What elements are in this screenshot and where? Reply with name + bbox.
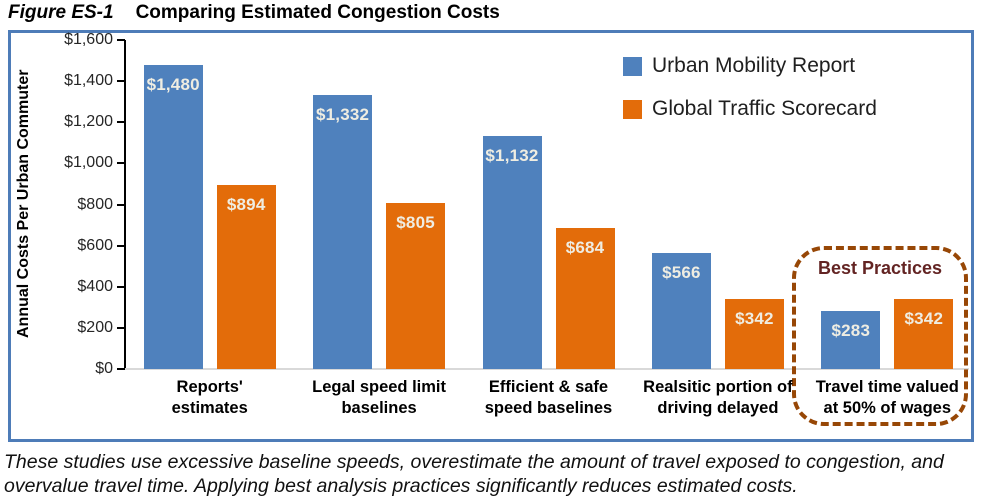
figure-title-row: Figure ES-1 Comparing Estimated Congestio…: [8, 2, 500, 24]
bar-value-label: $894: [226, 195, 266, 214]
bar-value-label: $342: [904, 309, 944, 328]
category-label: Realsitic portion of driving delayed: [643, 378, 793, 418]
y-tick-mark: [117, 244, 125, 247]
y-tick-label: $200: [77, 318, 113, 336]
y-axis-title: Annual Costs Per Urban Commuter: [15, 69, 32, 339]
category-label: Reports' estimates: [171, 378, 248, 418]
bar: $805: [386, 203, 446, 369]
y-tick-mark: [117, 39, 125, 41]
bar: $1,480: [143, 65, 203, 369]
bar-value-label: $566: [662, 263, 701, 282]
legend-swatch-blue: [623, 56, 642, 76]
figure-title: Comparing Estimated Congestion Costs: [135, 2, 500, 23]
y-tick-label: $1,200: [64, 113, 113, 131]
best-practices-annotation-box: Best Practices: [792, 246, 968, 426]
best-practices-label: Best Practices: [817, 258, 943, 278]
figure-label: Figure ES-1: [8, 2, 114, 23]
x-axis-baseline: [124, 368, 969, 370]
bar-value-label: $805: [396, 213, 435, 232]
bar-value-label: $1,480: [146, 75, 200, 94]
bar-value-label: $342: [735, 309, 774, 328]
y-tick-label: $800: [77, 195, 113, 213]
bar: $1,132: [482, 136, 542, 369]
y-tick-mark: [117, 368, 125, 370]
y-tick-mark: [117, 121, 125, 124]
bar: $894: [216, 185, 276, 369]
y-tick-mark: [117, 326, 125, 329]
bar: $283: [821, 311, 881, 369]
y-tick-label: $1,000: [64, 154, 113, 172]
chart-frame: Annual Costs Per Urban Commuter Urban Mo…: [8, 30, 974, 442]
y-axis-line: [124, 40, 126, 370]
bar: $342: [894, 299, 954, 369]
bar-value-label: $684: [565, 238, 605, 257]
legend-swatch-orange: [623, 99, 642, 119]
legend-item-global-traffic-scorecard: Global Traffic Scorecard: [623, 97, 877, 121]
bar: $342: [724, 299, 784, 369]
bar: $1,332: [313, 95, 373, 369]
legend-label: Global Traffic Scorecard: [652, 97, 877, 120]
legend-label: Urban Mobility Report: [652, 54, 856, 77]
y-tick-label: $1,400: [64, 72, 113, 90]
y-tick-mark: [117, 80, 125, 83]
bar: $684: [555, 228, 615, 369]
y-tick-label: $400: [77, 277, 113, 295]
bar: $566: [651, 253, 711, 369]
legend-item-urban-mobility-report: Urban Mobility Report: [623, 54, 877, 78]
chart-legend: Urban Mobility Report Global Traffic Sco…: [623, 54, 877, 140]
y-tick-mark: [117, 203, 125, 206]
y-tick-label: $600: [77, 236, 113, 254]
y-tick-mark: [117, 162, 125, 165]
bar-value-label: $283: [831, 321, 871, 340]
figure-caption: These studies use excessive baseline spe…: [4, 451, 944, 497]
y-tick-label: $1,600: [64, 31, 113, 48]
category-label: Efficient & safe speed baselines: [484, 378, 613, 418]
bar-value-label: $1,132: [485, 146, 539, 165]
bar-value-label: $1,332: [315, 105, 370, 124]
y-tick-mark: [117, 285, 125, 288]
category-label: Legal speed limit baselines: [312, 378, 447, 418]
category-label: Travel time valued at 50% of wages: [815, 378, 959, 418]
y-tick-label: $0: [95, 360, 113, 377]
